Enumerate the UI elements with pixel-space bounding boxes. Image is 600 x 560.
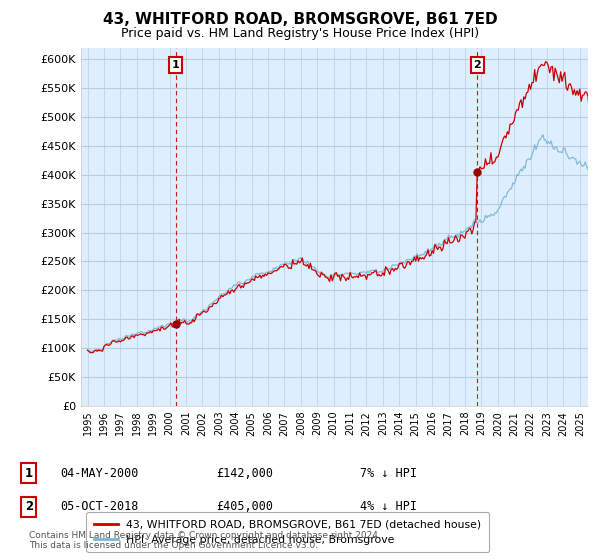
- Text: 7% ↓ HPI: 7% ↓ HPI: [360, 466, 417, 480]
- Text: 43, WHITFORD ROAD, BROMSGROVE, B61 7ED: 43, WHITFORD ROAD, BROMSGROVE, B61 7ED: [103, 12, 497, 27]
- Text: 04-MAY-2000: 04-MAY-2000: [60, 466, 139, 480]
- Text: 2: 2: [25, 500, 33, 514]
- Text: 1: 1: [172, 60, 179, 70]
- Text: 1: 1: [25, 466, 33, 480]
- Text: 05-OCT-2018: 05-OCT-2018: [60, 500, 139, 514]
- Legend: 43, WHITFORD ROAD, BROMSGROVE, B61 7ED (detached house), HPI: Average price, det: 43, WHITFORD ROAD, BROMSGROVE, B61 7ED (…: [86, 512, 489, 552]
- Text: 2: 2: [473, 60, 481, 70]
- Text: Contains HM Land Registry data © Crown copyright and database right 2024.
This d: Contains HM Land Registry data © Crown c…: [29, 530, 380, 550]
- Text: Price paid vs. HM Land Registry's House Price Index (HPI): Price paid vs. HM Land Registry's House …: [121, 27, 479, 40]
- Text: 4% ↓ HPI: 4% ↓ HPI: [360, 500, 417, 514]
- Text: £405,000: £405,000: [216, 500, 273, 514]
- Text: £142,000: £142,000: [216, 466, 273, 480]
